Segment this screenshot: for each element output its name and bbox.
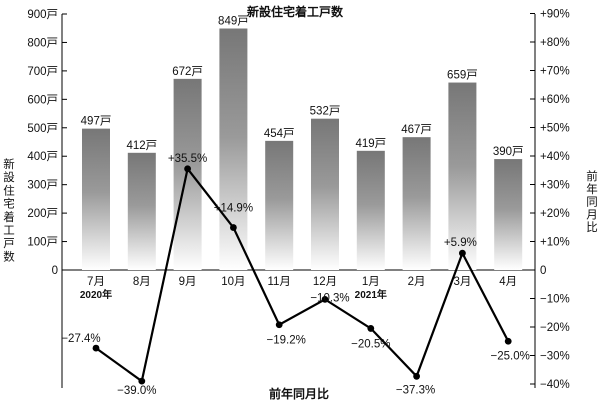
left-tick-label: 500戸 (27, 123, 58, 135)
yoy-point (504, 337, 512, 345)
bars (82, 28, 523, 270)
axes: 0 100戸 200戸 300戸 400戸 500戸 600戸 700戸 800戸 900戸 −40… (3, 9, 598, 392)
bar (173, 78, 202, 270)
yoy-point (367, 325, 375, 332)
right-tick-label: +60% (540, 94, 570, 106)
bar-value-label: 419戸 (355, 138, 386, 150)
yoy-point (459, 249, 466, 257)
yoy-point (184, 165, 192, 173)
right-tick-label: −40% (540, 379, 570, 391)
yoy-value-label: +5.9% (444, 237, 477, 249)
category-label: 8月 (133, 276, 151, 288)
yoy-point (321, 295, 329, 303)
left-axis-label-char: 数 (3, 249, 15, 263)
right-tick-label: +90% (540, 9, 570, 21)
yoy-point (230, 224, 237, 231)
bottom-title: 前年同月比 (269, 386, 329, 401)
year-label: 2021年 (355, 288, 387, 301)
bar-value-label: 390戸 (493, 146, 524, 158)
yoy-point (138, 377, 146, 385)
left-axis-label-char: 新 (3, 157, 15, 171)
left-axis-label-char: 住 (3, 183, 15, 197)
bar-value-label: 497戸 (81, 116, 112, 128)
yoy-point (92, 344, 100, 352)
category-label: 12月 (313, 276, 337, 288)
bar (219, 28, 248, 270)
bar-value-label: 672戸 (172, 66, 203, 78)
left-tick-label: 900戸 (27, 9, 58, 21)
yoy-value-label: −37.3% (396, 384, 435, 396)
yoy-value-label: −20.5% (351, 338, 390, 350)
category-label: 11月 (267, 276, 290, 288)
bar (402, 137, 431, 270)
left-axis-label: 新設住宅着工戸数 (3, 157, 15, 263)
labels: 497戸 412戸 672戸 849戸 454戸 532戸 419戸 467戸 659戸 390戸… (61, 16, 530, 398)
right-tick-label: +70% (540, 66, 570, 78)
right-tick-label: 0 (540, 265, 546, 277)
yoy-value-label: −25.0% (491, 350, 530, 362)
right-tick-label: +50% (540, 123, 570, 135)
right-tick-label: +40% (540, 151, 570, 163)
yoy-value-label: +14.9% (214, 203, 253, 215)
left-axis-label-char: 設 (3, 170, 15, 184)
category-label: 3月 (453, 276, 471, 288)
yoy-value-label: −27.4% (61, 333, 100, 345)
bar (356, 150, 385, 270)
right-axis-label-char: 前 (586, 169, 598, 183)
bar (311, 118, 339, 270)
left-tick-label: 700戸 (27, 66, 58, 78)
yoy-point (275, 321, 283, 329)
yoy-value-label: −19.2% (267, 335, 306, 347)
left-tick-label: 800戸 (27, 37, 58, 49)
left-tick-label: 200戸 (27, 208, 58, 220)
left-tick-label: 400戸 (27, 151, 58, 163)
left-axis-label-char: 宅 (3, 197, 15, 211)
bar-value-label: 454戸 (264, 128, 295, 140)
right-tick-label: −10% (540, 294, 570, 306)
right-tick-label: +30% (540, 180, 570, 192)
year-label: 2020年 (80, 288, 112, 301)
left-axis-label-char: 戸 (3, 238, 15, 250)
yoy-point (413, 372, 420, 380)
category-label: 10月 (221, 276, 245, 288)
chart-title: 新設住宅着工戸数 (247, 4, 344, 19)
right-tick-label: +10% (540, 237, 570, 249)
category-label: 4月 (499, 276, 517, 288)
category-label: 9月 (179, 276, 197, 288)
bar (265, 140, 294, 270)
left-axis-label-char: 工 (3, 225, 15, 237)
bar-value-label: 849戸 (218, 16, 249, 28)
right-tick-label: +80% (540, 37, 570, 49)
left-tick-label: 0 (52, 265, 58, 277)
category-label: 7月 (87, 276, 105, 288)
right-tick-label: −30% (540, 351, 570, 363)
left-axis-label-char: 着 (3, 210, 15, 224)
yoy-value-label: −39.0% (117, 385, 156, 397)
right-axis-label-char: 比 (586, 221, 598, 234)
right-axis-label-char: 月 (586, 209, 598, 221)
bar (448, 82, 477, 270)
right-tick-label: +20% (540, 208, 570, 220)
yoy-value-label: +35.5% (168, 153, 207, 165)
bar-value-label: 532戸 (310, 106, 341, 118)
bar-value-label: 467戸 (401, 124, 432, 136)
line-series (92, 165, 512, 385)
left-tick-label: 100戸 (27, 237, 58, 249)
bar (494, 159, 523, 270)
left-tick-label: 600戸 (27, 94, 58, 106)
yoy-value-label: −10.3% (310, 292, 349, 304)
bar-value-label: 659戸 (447, 70, 478, 82)
yoy-line (95, 166, 510, 384)
bar (82, 128, 110, 270)
left-tick-label: 300戸 (27, 180, 58, 192)
right-axis-label: 前年同月比 (586, 169, 598, 234)
category-label: 2月 (408, 276, 426, 288)
bar-value-label: 412戸 (126, 140, 157, 152)
bar (127, 152, 156, 270)
category-label: 1月 (362, 276, 380, 288)
right-axis-label-char: 同 (586, 197, 598, 209)
right-axis-label-char: 年 (586, 182, 598, 196)
right-tick-label: −20% (540, 322, 570, 334)
